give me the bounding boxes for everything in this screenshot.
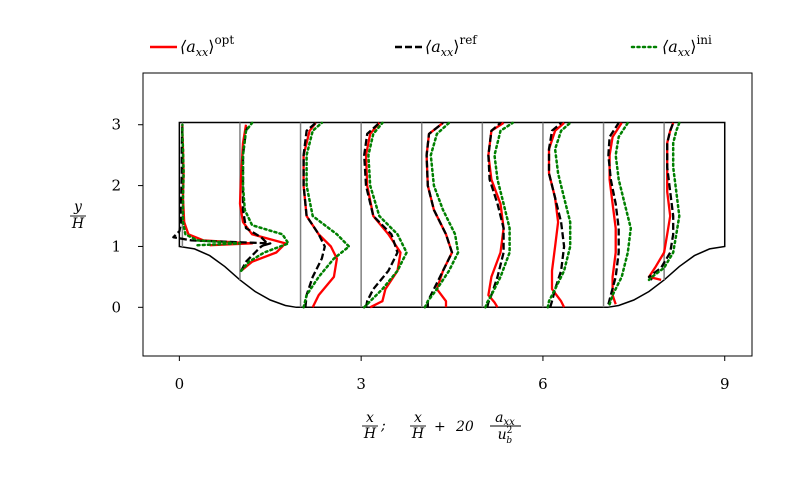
legend-close-ref: ⟩ xyxy=(453,37,459,56)
profile-opt-4 xyxy=(364,122,402,309)
x-label-aux-den: u2 b xyxy=(498,426,513,446)
profile-ini-6 xyxy=(484,121,514,309)
y-tick-label-2: 2 xyxy=(111,177,121,195)
profile-ref-9 xyxy=(647,122,675,281)
profile-opt-2 xyxy=(238,124,287,272)
legend-base-ini: ⟨a xyxy=(662,37,678,56)
x-label-frac1-num: x xyxy=(366,410,374,426)
x-tick-label-9: 9 xyxy=(720,375,730,393)
profile-opt-7 xyxy=(547,122,566,308)
profile-ini-9 xyxy=(647,121,681,282)
x-tick-label-3: 3 xyxy=(356,375,366,393)
x-label-aux: a xyxy=(495,410,503,426)
channel-outline xyxy=(178,121,726,309)
profile-ref-8 xyxy=(607,122,620,305)
plot-frame xyxy=(142,72,753,357)
profile-opt-3 xyxy=(302,122,339,308)
y-axis-label: yH xyxy=(70,199,86,232)
legend-sub-ini: xx xyxy=(678,46,691,59)
x-label-frac2-den: H xyxy=(411,426,425,442)
x-axis: 0 3 6 9 xyxy=(175,356,730,393)
legend-sub-opt: xx xyxy=(196,46,209,59)
legend-sup-ini: ini xyxy=(696,33,712,47)
legend-label-opt: ⟨axx⟩opt xyxy=(180,33,234,59)
x-label-ub: u xyxy=(498,427,507,443)
profile-ini-4 xyxy=(362,121,408,309)
profile-ini-5 xyxy=(423,121,460,309)
legend-sup-ref: ref xyxy=(459,33,478,47)
legend-base-ref: ⟨a xyxy=(425,37,441,56)
x-label-aux-sub: xx xyxy=(504,417,516,428)
x-label-frac2-num: x xyxy=(414,410,422,426)
y-tick-label-0: 0 xyxy=(111,298,121,316)
y-label-denominator: H xyxy=(71,216,85,232)
x-label-coef: 20 xyxy=(455,419,474,435)
profile-ref-5 xyxy=(425,121,454,308)
plot-clip-group xyxy=(172,121,726,309)
y-tick-label-3: 3 xyxy=(111,116,121,134)
plot-area xyxy=(172,121,726,309)
legend-label-ini: ⟨axx⟩ini xyxy=(662,33,712,59)
profile-ini-8 xyxy=(608,121,633,306)
x-label-ub-sup: 2 xyxy=(507,426,513,436)
legend: ⟨axx⟩opt ⟨axx⟩ref ⟨axx⟩ini xyxy=(150,33,712,59)
legend-close-opt: ⟩ xyxy=(208,37,214,56)
legend-sup-opt: opt xyxy=(214,33,234,47)
profile-ref-1 xyxy=(172,124,272,247)
profile-opt-5 xyxy=(425,121,454,308)
legend-base-opt: ⟨a xyxy=(180,37,196,56)
profile-ini-7 xyxy=(546,121,572,309)
legend-sub-ref: xx xyxy=(441,46,454,59)
x-label-plus: + xyxy=(434,419,446,435)
profile-ini-3 xyxy=(302,121,351,309)
x-tick-label-6: 6 xyxy=(538,375,548,393)
y-label-numerator: y xyxy=(73,199,83,215)
y-axis: 0 1 2 3 xyxy=(111,116,143,316)
x-label-ub-sub: b xyxy=(506,436,512,446)
x-label-separator: ; xyxy=(380,418,386,434)
x-tick-label-0: 0 xyxy=(175,375,185,393)
profile-ini-1 xyxy=(181,123,242,247)
profile-ref-4 xyxy=(363,122,399,308)
legend-close-ini: ⟩ xyxy=(690,37,696,56)
y-tick-label-1: 1 xyxy=(111,237,121,255)
profile-opt-8 xyxy=(608,122,623,305)
x-label-frac1-den: H xyxy=(363,426,377,442)
profile-ref-3 xyxy=(302,122,326,308)
x-label-aux-num: axx xyxy=(495,410,515,428)
legend-label-ref: ⟨axx⟩ref xyxy=(425,33,478,59)
profile-ini-2 xyxy=(239,121,290,273)
